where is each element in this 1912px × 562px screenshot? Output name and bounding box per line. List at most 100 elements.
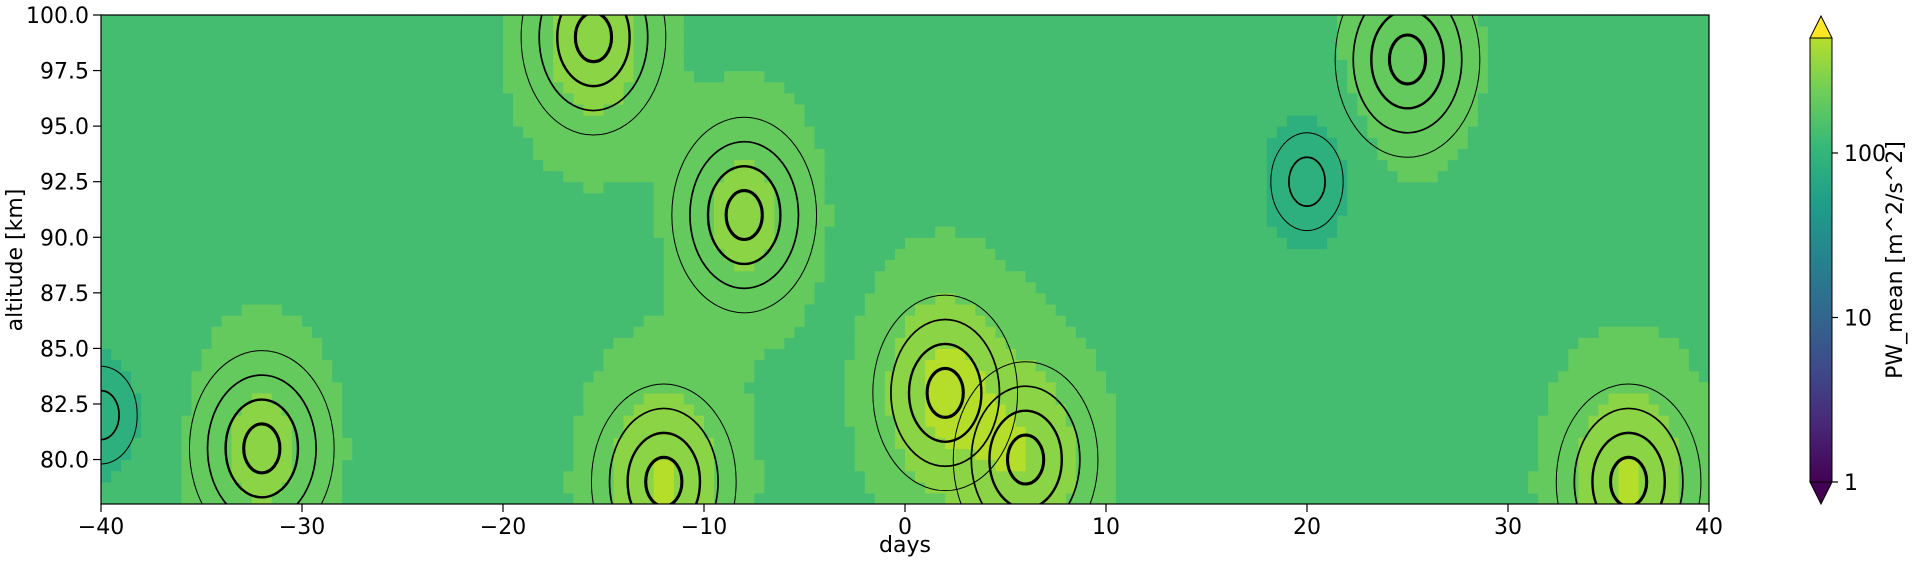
contour-cell [523, 337, 534, 350]
contour-cell [412, 170, 424, 183]
contour-cell [985, 403, 997, 416]
contour-cell [824, 270, 836, 283]
contour-cell [241, 448, 253, 461]
contour-cell [844, 370, 856, 383]
contour-cell [854, 415, 866, 427]
contour-cell [824, 437, 836, 450]
contour-cell [1106, 415, 1117, 427]
contour-cell [1095, 192, 1107, 205]
contour-cell [613, 26, 625, 38]
contour-cell [1055, 59, 1067, 72]
contour-cell [1186, 59, 1198, 72]
contour-cell [151, 392, 162, 405]
contour-cell [1106, 170, 1117, 183]
contour-cell [291, 103, 303, 116]
contour-cell [462, 270, 474, 283]
contour-cell [1116, 315, 1127, 327]
contour-cell [442, 337, 454, 350]
contour-cell [975, 159, 986, 172]
contour-cell [563, 70, 574, 83]
contour-cell [281, 315, 293, 327]
contour-cell [744, 115, 755, 127]
contour-cell [1226, 26, 1238, 38]
contour-cell [442, 448, 454, 461]
contour-cell [1186, 237, 1198, 249]
contour-cell [1106, 59, 1117, 72]
contour-cell [864, 115, 876, 127]
contour-cell [111, 103, 122, 116]
contour-cell [1196, 226, 1208, 238]
contour-cell [533, 303, 544, 316]
contour-cell [1075, 192, 1087, 205]
contour-cell [422, 481, 434, 494]
contour-cell [1045, 159, 1057, 172]
contour-cell [171, 259, 182, 272]
contour-cell [492, 148, 504, 161]
contour-cell [814, 181, 826, 194]
contour-cell [804, 470, 816, 483]
contour-cell [1226, 315, 1238, 327]
contour-cell [633, 192, 645, 205]
contour-cell [442, 81, 454, 94]
contour-cell [794, 370, 806, 383]
contour-cell [1005, 215, 1017, 227]
contour-cell [543, 259, 554, 272]
contour-cell [1075, 159, 1087, 172]
contour-cell [794, 426, 806, 438]
contour-cell [1176, 370, 1187, 383]
contour-cell [1176, 203, 1187, 216]
contour-cell [382, 137, 394, 149]
contour-cell [302, 215, 313, 227]
contour-cell [1116, 426, 1127, 438]
contour-cell [985, 137, 997, 149]
contour-cell [362, 70, 373, 83]
contour-cell [111, 281, 122, 294]
contour-cell [382, 115, 394, 127]
contour-cell [734, 315, 745, 327]
contour-cell [241, 92, 253, 105]
contour-cell [271, 226, 283, 238]
contour-cell [653, 470, 665, 483]
contour-cell [392, 303, 404, 316]
contour-cell [583, 137, 595, 149]
contour-cell [392, 15, 404, 27]
contour-cell [352, 215, 363, 227]
contour-cell [352, 415, 363, 427]
contour-cell [995, 48, 1007, 61]
contour-cell [653, 92, 665, 105]
contour-cell [1176, 92, 1187, 105]
contour-cell [1015, 148, 1027, 161]
contour-cell [874, 481, 886, 494]
contour-cell [774, 415, 785, 427]
contour-cell [1065, 392, 1077, 405]
contour-cell [633, 392, 645, 405]
contour-cell [523, 26, 534, 38]
contour-cell [482, 270, 494, 283]
contour-cell [975, 48, 986, 61]
contour-cell [1216, 203, 1228, 216]
contour-cell [543, 481, 554, 494]
contour-cell [1085, 26, 1097, 38]
contour-cell [784, 470, 796, 483]
contour-cell [161, 359, 172, 372]
contour-cell [402, 481, 414, 494]
contour-cell [834, 470, 846, 483]
contour-cell [181, 392, 193, 405]
contour-cell [643, 259, 655, 272]
contour-cell [1196, 59, 1208, 72]
contour-cell [523, 292, 534, 305]
contour-cell [834, 337, 846, 350]
contour-cell [543, 26, 554, 38]
contour-cell [714, 337, 725, 350]
contour-cell [261, 115, 273, 127]
contour-cell [1206, 370, 1218, 383]
contour-cell [583, 181, 595, 194]
contour-cell [915, 48, 926, 61]
contour-cell [925, 381, 936, 394]
contour-cell [935, 381, 946, 394]
contour-cell [1116, 303, 1127, 316]
contour-cell [131, 115, 142, 127]
contour-cell [894, 70, 906, 83]
contour-cell [955, 81, 966, 94]
contour-cell [111, 215, 122, 227]
